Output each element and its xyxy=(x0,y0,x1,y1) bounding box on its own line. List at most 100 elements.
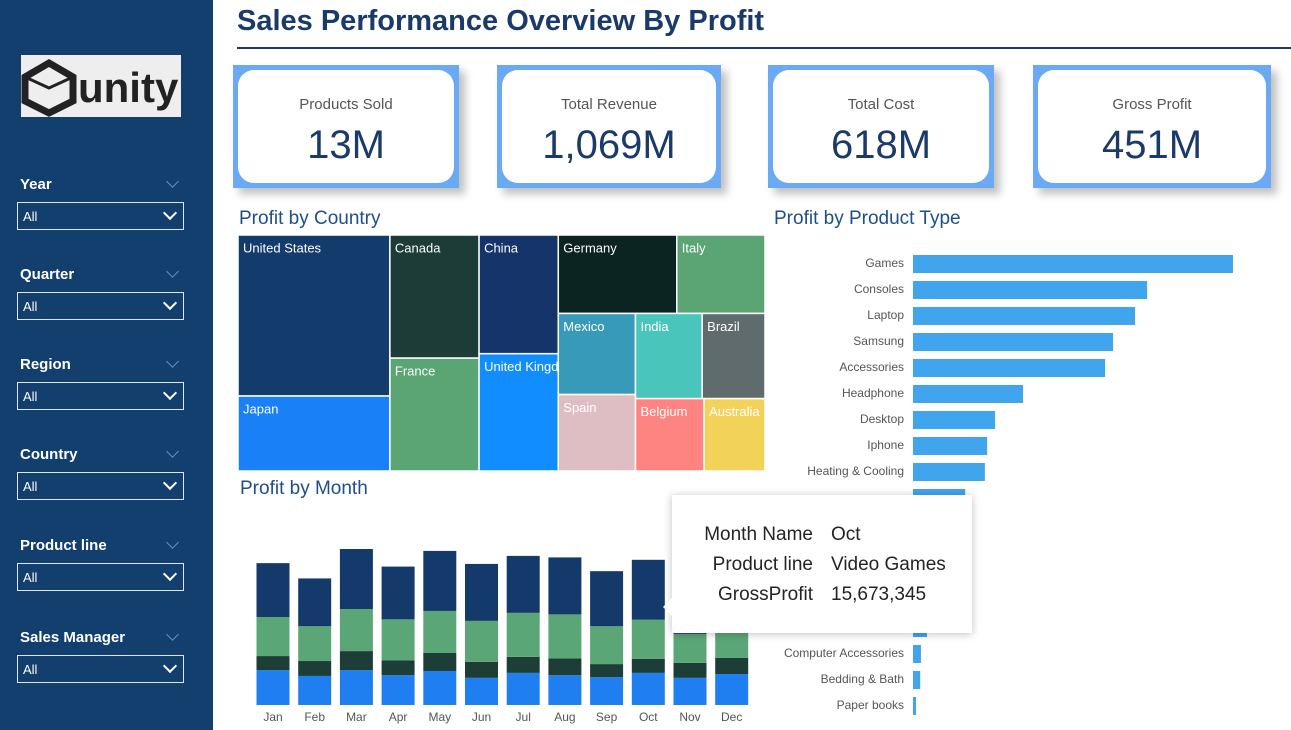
bar xyxy=(913,333,1114,351)
bar-segment xyxy=(631,559,665,620)
y-tick-label: Desktop xyxy=(860,412,904,426)
filter-dropdown[interactable]: All xyxy=(17,655,184,683)
bar-segment xyxy=(548,658,582,676)
tile-label: France xyxy=(395,364,435,379)
tile-label: Italy xyxy=(682,240,706,255)
bar-segment xyxy=(465,661,498,678)
kpi-inner: Total Revenue 1,069M xyxy=(502,70,716,183)
y-tick-label: Games xyxy=(865,256,904,270)
kpi-value: 1,069M xyxy=(542,123,676,167)
kpi-label: Total Revenue xyxy=(561,96,657,113)
y-tick-label: Computer Accessories xyxy=(784,646,904,660)
bar-segment xyxy=(506,612,540,657)
bar-segment xyxy=(423,550,457,611)
filter-value: All xyxy=(23,662,38,677)
bar-segment xyxy=(381,675,415,705)
bar-segment xyxy=(381,619,415,661)
bar-segment xyxy=(631,658,665,673)
bar-segment xyxy=(256,656,290,671)
bar xyxy=(913,359,1106,377)
bar-segment xyxy=(423,670,457,705)
treemap-tile xyxy=(478,352,560,472)
title-rule xyxy=(237,47,1291,49)
logo: unity xyxy=(21,55,181,117)
y-tick-label: Samsung xyxy=(853,334,904,348)
y-tick-label: Iphone xyxy=(867,438,904,452)
bar xyxy=(913,255,1233,273)
bar xyxy=(913,411,996,429)
bar-segment xyxy=(298,578,332,627)
kpi-label: Products Sold xyxy=(299,96,393,113)
bar-segment xyxy=(673,633,707,663)
filter-label: Region xyxy=(20,356,71,373)
x-tick-label: Jun xyxy=(472,710,491,724)
x-tick-label: Jan xyxy=(263,710,282,724)
treemap-tile xyxy=(237,234,391,397)
kpi-inner: Total Cost 618M xyxy=(773,70,989,183)
x-tick-label: May xyxy=(428,710,451,724)
tile-label: China xyxy=(484,240,519,255)
filter-value: All xyxy=(23,570,38,585)
bar-segment xyxy=(548,675,582,705)
bar-segment xyxy=(590,664,624,678)
treemap-tile xyxy=(557,393,637,472)
bar-segment xyxy=(715,657,749,675)
bar-segment xyxy=(506,555,540,613)
filter-dropdown[interactable]: All xyxy=(17,472,184,500)
tooltip-key: Month Name xyxy=(704,524,813,545)
bar-segment xyxy=(715,631,749,658)
kpi-card: Products Sold 13M xyxy=(233,65,459,188)
bar-segment xyxy=(465,563,498,621)
tile-label: Canada xyxy=(395,240,441,255)
kpi-value: 13M xyxy=(307,123,385,167)
tile-label: Australia xyxy=(709,404,760,419)
logo-text: unity xyxy=(78,64,179,111)
bar-segment xyxy=(506,672,540,705)
tooltip-value: Oct xyxy=(831,524,861,545)
filter-label: Year xyxy=(20,176,52,193)
x-tick-label: Mar xyxy=(346,710,367,724)
tooltip: Month Name Oct Product line Video Games Gros… xyxy=(663,495,972,633)
tile-label: India xyxy=(640,319,669,334)
kpi-card: Total Cost 618M xyxy=(768,65,994,188)
filter-label: Product line xyxy=(20,537,107,554)
kpi-inner: Gross Profit 451M xyxy=(1038,70,1266,183)
y-tick-label: Headphone xyxy=(842,386,904,400)
y-tick-label: Paper books xyxy=(837,698,904,712)
bar-segment xyxy=(673,677,707,705)
filter-dropdown[interactable]: All xyxy=(17,382,184,410)
bar-segment xyxy=(465,620,498,662)
treemap-tile xyxy=(701,312,766,400)
x-tick-label: Feb xyxy=(304,710,325,724)
filter-dropdown[interactable]: All xyxy=(17,563,184,591)
bar xyxy=(913,671,921,689)
y-tick-label: Laptop xyxy=(867,308,904,322)
bar-segment xyxy=(256,670,290,705)
tile-label: Mexico xyxy=(563,319,604,334)
x-tick-label: Oct xyxy=(639,710,658,724)
bar-segment xyxy=(631,672,665,705)
y-tick-label: Heating & Cooling xyxy=(807,464,904,478)
filter-value: All xyxy=(23,389,38,404)
bar-segment xyxy=(465,677,498,705)
y-tick-label: Bedding & Bath xyxy=(821,672,904,686)
chart-title: Profit by Month xyxy=(240,478,368,499)
bar-segment xyxy=(339,549,373,610)
filter-dropdown[interactable]: All xyxy=(17,202,184,230)
bar-segment xyxy=(339,609,373,652)
bar-segment xyxy=(548,614,582,659)
filter-dropdown[interactable]: All xyxy=(17,292,184,320)
bar-segment xyxy=(339,670,373,705)
bar-segment xyxy=(423,653,457,671)
bar-segment xyxy=(548,557,582,615)
treemap-tile xyxy=(703,397,766,472)
bar-segment xyxy=(631,619,665,659)
bar-segment xyxy=(339,651,373,671)
tile-label: United States xyxy=(243,240,322,255)
bar xyxy=(913,463,985,481)
tooltip-key: Product line xyxy=(712,554,813,575)
x-tick-label: Jul xyxy=(516,710,531,724)
treemap-tile xyxy=(478,234,560,355)
